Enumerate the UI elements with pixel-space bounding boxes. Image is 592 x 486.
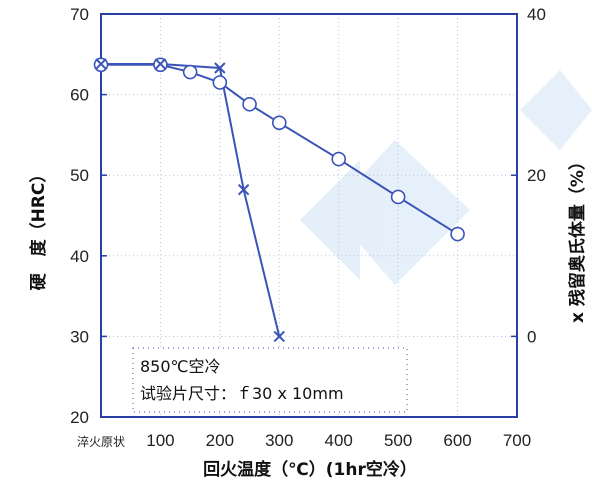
data-point-hardness: [212, 75, 228, 90]
series: [93, 57, 465, 343]
data-point-hardness: [271, 115, 287, 131]
y-tick-label-right: 0: [527, 327, 536, 346]
x-tick-label: 600: [443, 431, 471, 450]
x-tick-label: 700: [503, 431, 531, 450]
data-point-austenite: [95, 58, 107, 70]
annotation-quench: 850℃空冷: [140, 357, 221, 376]
data-point-hardness: [242, 96, 257, 112]
x-tick-label: 100: [146, 431, 174, 450]
x-tick-label: 500: [384, 431, 412, 450]
y-tick-label-left: 20: [70, 408, 89, 427]
y-tick-label-right: 20: [527, 166, 546, 185]
data-point-hardness: [450, 226, 465, 242]
data-point-austenite: [273, 330, 285, 343]
x-axis-title: 回火温度（℃）(1hr空冷）: [203, 459, 417, 480]
tick-labels: 淬火原状 100 200 300 400 500 600 700203040506070020…: [70, 5, 546, 450]
y-tick-label-left: 30: [70, 327, 89, 346]
annotation-box: [132, 347, 408, 413]
data-point-hardness: [182, 64, 198, 80]
y-axis-title-left: 硬 度（HRC）: [28, 166, 49, 291]
y-axis-title-right: x 残留奥氏体量（%）: [567, 153, 588, 323]
x-tick-label: 400: [325, 431, 353, 450]
data-point-austenite: [154, 58, 167, 70]
y-tick-label-left: 70: [70, 5, 89, 24]
data-point-austenite: [237, 184, 250, 196]
y-tick-label-left: 60: [70, 86, 89, 105]
y-tick-label-left: 40: [70, 247, 89, 266]
grid: [101, 14, 517, 417]
data-point-austenite: [214, 62, 226, 74]
x-tick-label: 300: [265, 431, 293, 450]
y-tick-label-right: 40: [527, 5, 546, 24]
data-point-hardness: [331, 151, 347, 167]
y-tick-label-left: 50: [70, 166, 89, 185]
annotation-specimen: 试验片尺寸：ｆ30 x 10mm: [140, 384, 344, 403]
x-tick-label: 200: [206, 431, 234, 450]
plot-frame: [100, 13, 518, 418]
data-point-hardness: [390, 189, 406, 205]
x-tick-label: 淬火原状: [77, 434, 125, 449]
watermark: [300, 70, 592, 285]
